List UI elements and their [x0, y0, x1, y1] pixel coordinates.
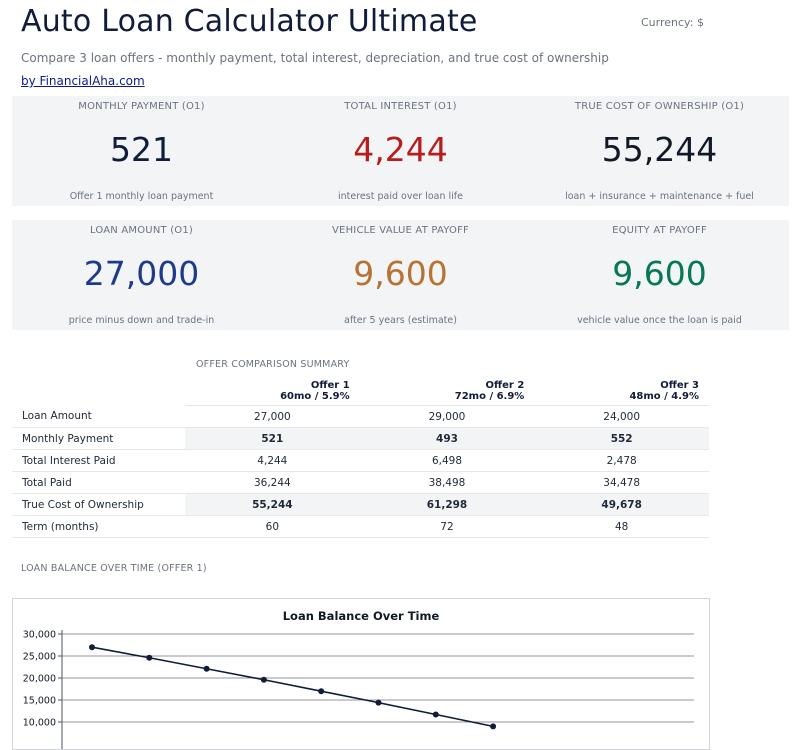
- table-cell: 36,244: [185, 471, 360, 494]
- page-title: Auto Loan Calculator Ultimate: [21, 4, 478, 39]
- table-cell: 27,000: [185, 405, 360, 428]
- card-note: price minus down and trade-in: [68, 315, 215, 326]
- chart-y-tick-label: 30,000: [23, 630, 56, 641]
- table-cell: 61,298: [359, 493, 535, 516]
- row-label: True Cost of Ownership: [12, 493, 185, 516]
- table-cell: 38,498: [359, 471, 535, 494]
- card-total-interest: TOTAL INTEREST (O1) 4,244 interest paid …: [271, 96, 530, 206]
- offer-terms: 60mo / 5.9%: [280, 391, 350, 402]
- card-note: after 5 years (estimate): [344, 315, 457, 326]
- row-label: Monthly Payment: [12, 427, 185, 450]
- offer-name: Offer 3: [660, 380, 699, 391]
- chart-data-point: [146, 654, 153, 661]
- chart-series-line: [91, 646, 494, 728]
- offer-name: Offer 1: [310, 380, 350, 391]
- table-cell: 24,000: [534, 405, 709, 428]
- offer-terms: 72mo / 6.9%: [454, 391, 525, 402]
- summary-cards-row-2: LOAN AMOUNT (O1) 27,000 price minus down…: [12, 220, 789, 330]
- chart-data-point: [432, 711, 439, 718]
- table-row: Total Interest Paid 4,244 6,498 2,478: [12, 449, 709, 472]
- card-label: LOAN AMOUNT (O1): [89, 225, 194, 236]
- header-offer-1: Offer 1 60mo / 5.9%: [185, 378, 360, 406]
- card-note: vehicle value once the loan is paid: [577, 315, 742, 326]
- table-cell: 34,478: [534, 471, 709, 494]
- card-vehicle-value: VEHICLE VALUE AT PAYOFF 9,600 after 5 ye…: [271, 220, 530, 330]
- card-value: 521: [110, 130, 173, 169]
- row-label: Loan Amount: [12, 405, 185, 428]
- card-value: 9,600: [612, 254, 707, 293]
- card-true-cost: TRUE COST OF OWNERSHIP (O1) 55,244 loan …: [530, 96, 789, 206]
- card-label: TRUE COST OF OWNERSHIP (O1): [574, 101, 745, 112]
- table-cell: 521: [185, 427, 360, 450]
- offer-terms: 48mo / 4.9%: [629, 391, 699, 402]
- table-cell: 552: [534, 427, 709, 450]
- card-note: loan + insurance + maintenance + fuel: [565, 191, 754, 202]
- table-cell: 4,244: [185, 449, 360, 472]
- card-value: 9,600: [353, 254, 448, 293]
- card-note: interest paid over loan life: [338, 191, 463, 202]
- offer-comparison-table: Offer 1 60mo / 5.9% Offer 2 72mo / 6.9% Of…: [12, 378, 709, 538]
- chart-data-point: [375, 699, 382, 706]
- table-cell: 55,244: [185, 493, 360, 516]
- summary-cards-row-1: MONTHLY PAYMENT (O1) 521 Offer 1 monthly…: [12, 96, 789, 206]
- chart-data-point: [318, 688, 325, 695]
- balance-section-label: LOAN BALANCE OVER TIME (OFFER 1): [21, 563, 207, 574]
- table-cell: 6,498: [359, 449, 535, 472]
- table-row: Total Paid 36,244 38,498 34,478: [12, 471, 709, 494]
- card-label: VEHICLE VALUE AT PAYOFF: [332, 225, 469, 236]
- chart-canvas: Loan Balance Over Time 30,000 25,000 20,00…: [23, 609, 694, 749]
- table-cell: 60: [185, 515, 360, 538]
- header-offer-2: Offer 2 72mo / 6.9%: [359, 378, 535, 406]
- card-label: MONTHLY PAYMENT (O1): [78, 101, 205, 112]
- table-cell: 2,478: [534, 449, 709, 472]
- chart-y-tick-label: 20,000: [23, 674, 56, 685]
- table-cell: 49,678: [534, 493, 709, 516]
- chart-y-ticks: 30,000 25,000 20,000 15,000 10,000: [23, 630, 56, 729]
- row-label: Total Interest Paid: [12, 449, 185, 472]
- table-row: Monthly Payment 521 493 552: [12, 427, 709, 450]
- chart-data-point: [490, 723, 497, 730]
- byline-link[interactable]: by FinancialAha.com: [21, 74, 145, 88]
- table-cell: 48: [534, 515, 709, 538]
- row-label: Term (months): [12, 515, 185, 538]
- header-offer-3: Offer 3 48mo / 4.9%: [534, 378, 709, 406]
- card-loan-amount: LOAN AMOUNT (O1) 27,000 price minus down…: [12, 220, 271, 330]
- chart-y-tick-label: 10,000: [23, 718, 56, 729]
- offer-name: Offer 2: [485, 380, 525, 391]
- table-row: Loan Amount 27,000 29,000 24,000: [12, 405, 709, 428]
- table-cell: 493: [359, 427, 535, 450]
- row-label: Total Paid: [12, 471, 185, 494]
- comparison-section-label: OFFER COMPARISON SUMMARY: [196, 359, 350, 370]
- chart-data-point: [203, 665, 210, 672]
- chart-data-point: [260, 676, 267, 683]
- card-equity: EQUITY AT PAYOFF 9,600 vehicle value onc…: [530, 220, 789, 330]
- table-header-row: Offer 1 60mo / 5.9% Offer 2 72mo / 6.9% Of…: [12, 378, 709, 406]
- page-subtitle: Compare 3 loan offers - monthly payment,…: [21, 51, 609, 65]
- card-monthly-payment: MONTHLY PAYMENT (O1) 521 Offer 1 monthly…: [12, 96, 271, 206]
- chart-y-tick-label: 25,000: [23, 652, 56, 663]
- chart-y-tick-label: 15,000: [23, 696, 56, 707]
- table-row: True Cost of Ownership 55,244 61,298 49,…: [12, 493, 709, 516]
- chart-data-point: [89, 644, 95, 651]
- card-note: Offer 1 monthly loan payment: [69, 191, 214, 202]
- card-value: 4,244: [353, 130, 448, 169]
- table-cell: 29,000: [359, 405, 535, 428]
- chart-grid: [58, 630, 694, 749]
- table-row: Term (months) 60 72 48: [12, 515, 709, 538]
- loan-balance-chart: Loan Balance Over Time 30,000 25,000 20,00…: [12, 598, 710, 750]
- table-cell: 72: [359, 515, 535, 538]
- currency-indicator: Currency: $: [641, 16, 704, 29]
- card-label: TOTAL INTEREST (O1): [344, 101, 457, 112]
- card-label: EQUITY AT PAYOFF: [612, 225, 707, 236]
- header-blank: [12, 378, 185, 406]
- chart-title: Loan Balance Over Time: [283, 609, 440, 623]
- card-value: 55,244: [601, 130, 718, 169]
- card-value: 27,000: [83, 254, 200, 293]
- chart-series: [89, 644, 497, 730]
